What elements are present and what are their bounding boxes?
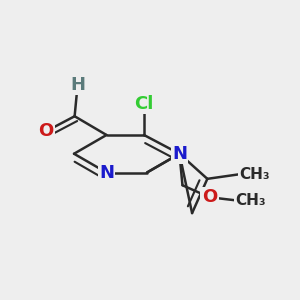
Text: H: H — [70, 76, 85, 94]
Text: CH₃: CH₃ — [235, 193, 266, 208]
Text: O: O — [38, 122, 54, 140]
Text: N: N — [172, 145, 187, 163]
Text: Cl: Cl — [134, 94, 154, 112]
Text: N: N — [99, 164, 114, 181]
Text: CH₃: CH₃ — [239, 167, 269, 182]
Text: O: O — [202, 188, 217, 206]
